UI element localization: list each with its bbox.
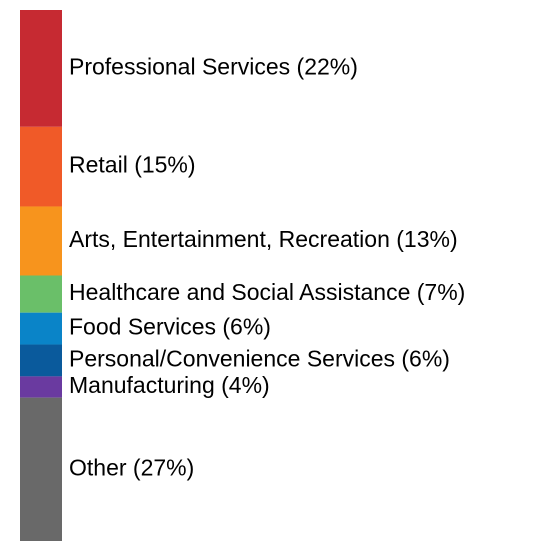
bar-segment-3 (20, 206, 62, 276)
segment-label-8: Other (27%) (69, 454, 194, 480)
bar-segments (20, 10, 62, 541)
bar-segment-8 (20, 397, 62, 541)
segment-label-1: Professional Services (22%) (69, 53, 358, 79)
bar-segment-4 (20, 275, 62, 313)
bar-segment-6 (20, 344, 62, 377)
segment-labels: Professional Services (22%) Retail (15%) A… (69, 53, 465, 480)
segment-label-4: Healthcare and Social Assistance (7%) (69, 279, 465, 305)
bar-segment-7 (20, 376, 62, 398)
segment-label-7: Manufacturing (4%) (69, 372, 270, 398)
bar-segment-1 (20, 10, 62, 127)
bar-segment-5 (20, 312, 62, 345)
bar-segment-2 (20, 126, 62, 207)
segment-label-3: Arts, Entertainment, Recreation (13%) (69, 226, 458, 252)
segment-label-5: Food Services (6%) (69, 314, 271, 340)
segment-label-6: Personal/Convenience Services (6%) (69, 346, 450, 372)
segment-label-2: Retail (15%) (69, 152, 196, 178)
